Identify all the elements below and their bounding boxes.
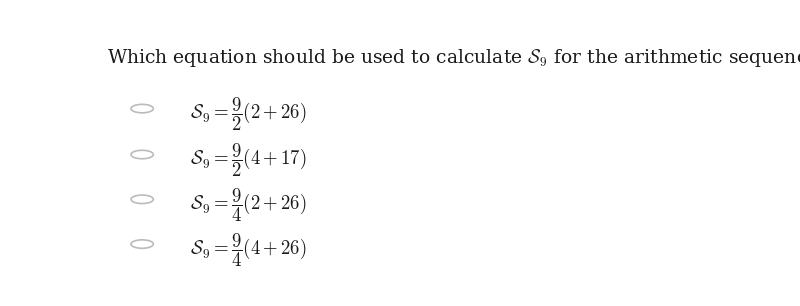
Text: Which equation should be used to calculate $\mathcal{S}_9$ for the arithmetic se: Which equation should be used to calcula… — [107, 47, 800, 69]
Text: $\mathcal{S}_9 = \dfrac{9}{4}(4+26)$: $\mathcal{S}_9 = \dfrac{9}{4}(4+26)$ — [190, 231, 306, 269]
Text: $\mathcal{S}_9 = \dfrac{9}{2}(4+17)$: $\mathcal{S}_9 = \dfrac{9}{2}(4+17)$ — [190, 142, 306, 179]
Text: $\mathcal{S}_9 = \dfrac{9}{2}(2+26)$: $\mathcal{S}_9 = \dfrac{9}{2}(2+26)$ — [190, 95, 306, 133]
Text: $\mathcal{S}_9 = \dfrac{9}{4}(2+26)$: $\mathcal{S}_9 = \dfrac{9}{4}(2+26)$ — [190, 186, 306, 224]
